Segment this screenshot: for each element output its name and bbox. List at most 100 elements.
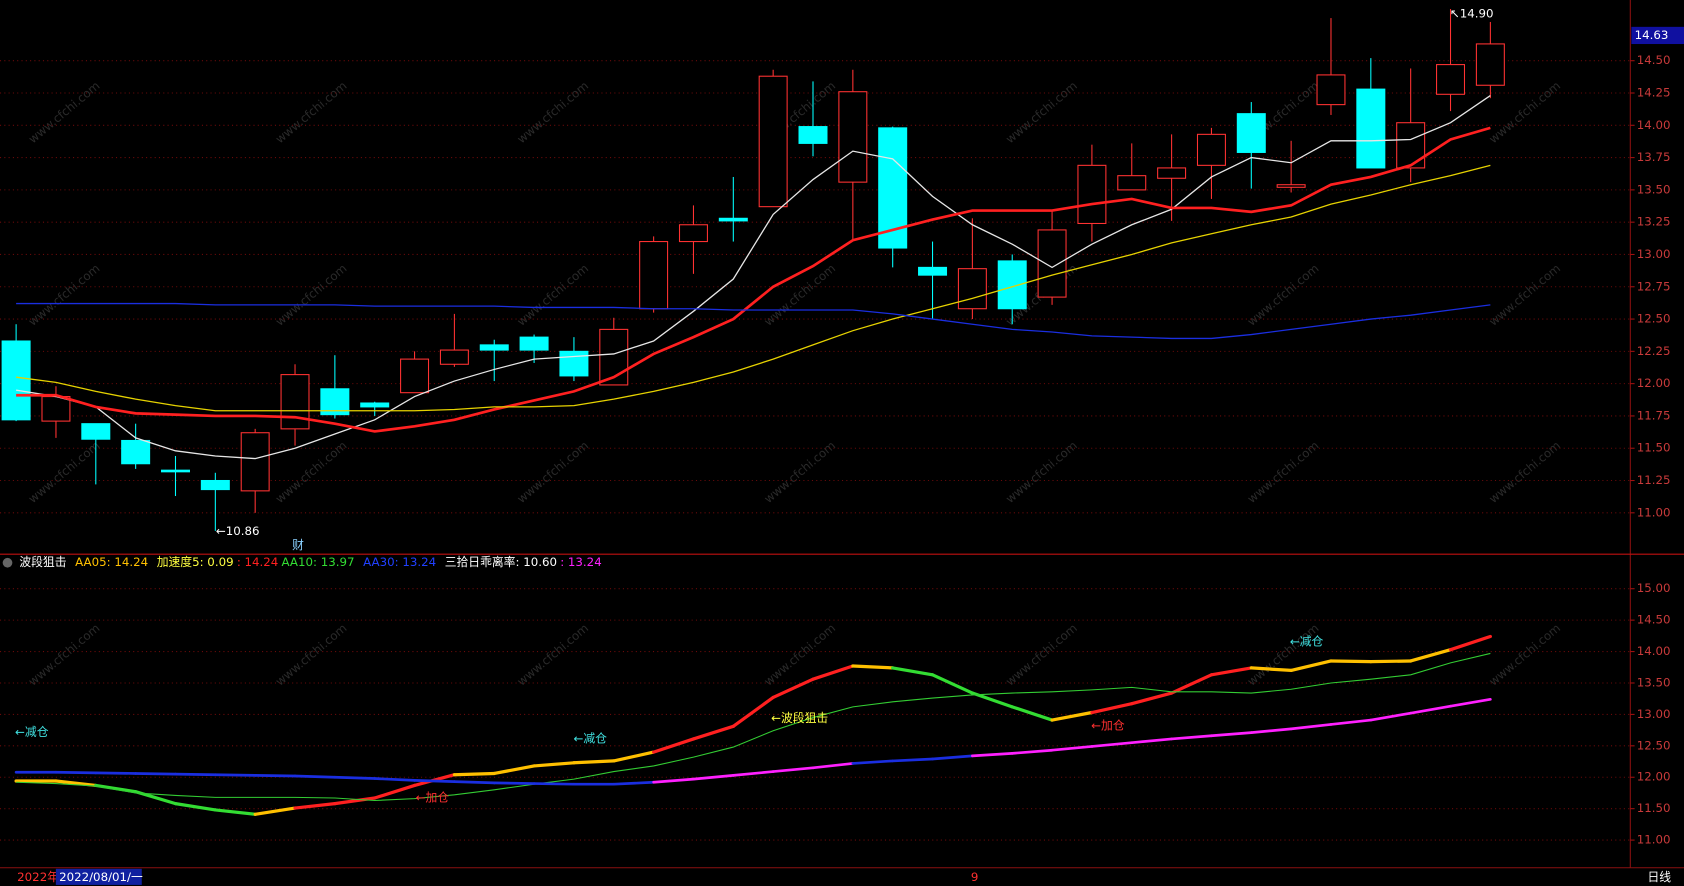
- candle-body: [718, 217, 748, 222]
- candle-body: [1396, 122, 1426, 169]
- line-segment: [1169, 673, 1214, 695]
- annotation: ←减仓: [1290, 635, 1324, 649]
- line-segment: [1249, 727, 1293, 734]
- line-segment: [652, 777, 695, 784]
- line-segment: [492, 764, 536, 776]
- line-segment: [373, 783, 417, 800]
- line-segment: [692, 774, 735, 781]
- annotation: ←加仓: [1091, 718, 1125, 732]
- period-label[interactable]: 日线: [1647, 870, 1671, 884]
- legend-entry: 三拾日乖离率: 10.60: [445, 555, 557, 569]
- line-segment: [891, 666, 935, 677]
- candle-body: [1436, 64, 1466, 95]
- candle-body: [1196, 133, 1226, 166]
- candle-body: [1356, 88, 1386, 169]
- line-segment: [253, 774, 297, 778]
- line-segment: [532, 761, 576, 768]
- y-tick-label: 13.50: [1637, 182, 1671, 196]
- line-segment: [253, 806, 297, 816]
- candle-body: [997, 260, 1027, 310]
- line-segment: [94, 783, 138, 794]
- line-segment: [54, 779, 98, 788]
- y-tick-label: 12.75: [1637, 279, 1671, 293]
- line-segment: [771, 677, 815, 700]
- candle-body: [479, 344, 509, 351]
- line-segment: [1130, 737, 1173, 745]
- y-tick-label: 14.50: [1637, 53, 1671, 67]
- candle-body: [559, 350, 589, 377]
- y-tick-label: 14.25: [1637, 86, 1671, 100]
- legend-entry: : 14.24: [237, 555, 279, 569]
- line-segment: [891, 757, 934, 763]
- candle-body: [400, 358, 430, 394]
- line-segment: [1289, 659, 1333, 673]
- candle-body: [1316, 74, 1346, 106]
- candle-body: [280, 374, 310, 430]
- y-tick-label: 12.00: [1637, 770, 1671, 784]
- line-segment: [293, 802, 337, 810]
- candle-body: [1236, 113, 1266, 153]
- line-segment: [851, 759, 895, 765]
- annotation: ↖14.90: [1450, 6, 1494, 20]
- candle-body: [360, 402, 390, 408]
- y-tick-label: 11.50: [1637, 441, 1671, 455]
- line-segment: [452, 771, 496, 777]
- line-segment: [1249, 666, 1293, 673]
- line-segment: [572, 759, 616, 765]
- y-tick-label: 13.25: [1637, 215, 1671, 229]
- candle-body: [1475, 43, 1505, 86]
- line-segment: [731, 695, 775, 728]
- line-segment: [652, 737, 696, 754]
- line-segment: [1409, 704, 1452, 715]
- ma-line: [16, 95, 1491, 460]
- legend-entry: AA10: 13.97: [282, 555, 355, 569]
- candle-body: [838, 91, 868, 183]
- y-tick-label: 11.00: [1637, 833, 1671, 847]
- line-segment: [931, 754, 974, 761]
- y-tick-label: 12.00: [1637, 376, 1671, 390]
- annotation: ←减仓: [15, 725, 49, 739]
- line-segment: [1050, 745, 1094, 752]
- line-segment: [970, 691, 1014, 709]
- y-tick-label: 14.00: [1637, 644, 1671, 658]
- line-segment: [333, 775, 377, 780]
- ma-line: [16, 302, 1491, 340]
- legend-entry: : 13.24: [560, 555, 602, 569]
- footer-month: 9: [971, 870, 979, 884]
- candle-body: [81, 423, 111, 440]
- line-segment: [213, 773, 257, 777]
- candle-body: [240, 432, 270, 492]
- candle-body: [758, 75, 788, 208]
- line-segment: [811, 664, 855, 681]
- y-tick-label: 13.00: [1637, 247, 1671, 261]
- line-segment: [293, 774, 337, 779]
- candle-body: [1276, 184, 1306, 188]
- annotation: 财: [292, 538, 304, 552]
- candle-body: [41, 396, 71, 422]
- y-tick-label: 11.25: [1637, 473, 1671, 487]
- line-segment: [811, 762, 855, 770]
- collapse-icon[interactable]: [2, 557, 13, 568]
- y-tick-label: 11.00: [1637, 505, 1671, 519]
- footer-date-box: [55, 868, 142, 885]
- line-segment: [1448, 634, 1492, 652]
- annotation: ←波段狙击: [771, 711, 828, 725]
- line-segment: [771, 766, 815, 773]
- line-segment: [54, 770, 98, 775]
- line-segment: [930, 673, 974, 695]
- line-segment: [1329, 718, 1373, 726]
- candle-body: [1117, 175, 1147, 191]
- footer-date: 2022/08/01/一: [59, 870, 143, 884]
- footer-year: 2022年: [17, 870, 59, 884]
- line-segment: [173, 802, 217, 812]
- candle-body: [160, 469, 190, 473]
- y-tick-label: 13.00: [1637, 707, 1671, 721]
- line-segment: [94, 771, 137, 775]
- last-price: 14.63: [1635, 28, 1669, 42]
- line-segment: [1369, 659, 1413, 664]
- line-segment: [1409, 648, 1453, 663]
- ma-line: [16, 652, 1491, 802]
- y-tick-label: 15.00: [1637, 581, 1671, 595]
